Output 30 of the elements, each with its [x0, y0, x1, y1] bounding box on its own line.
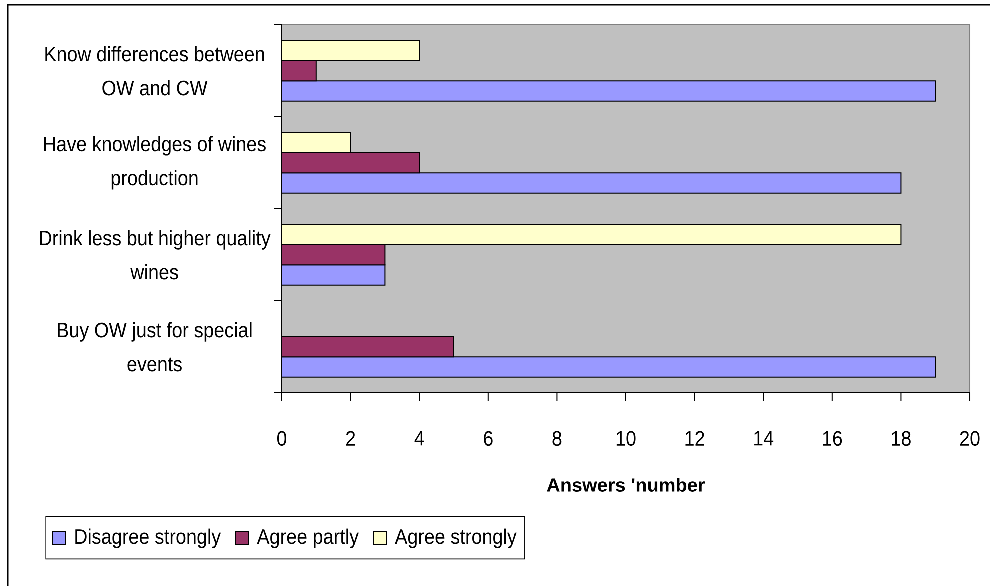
bar: [282, 336, 454, 358]
bar: [282, 356, 936, 378]
x-tick-label: 14: [754, 431, 774, 446]
x-tick-label: 16: [823, 431, 842, 446]
bar: [282, 60, 317, 82]
bar: [282, 132, 352, 154]
bar: [282, 264, 386, 286]
bar: [282, 224, 902, 246]
legend-label: Agree partly: [257, 528, 359, 548]
x-tick-label: 12: [686, 431, 704, 446]
x-tick-label: 2: [346, 431, 356, 446]
y-tick-label: Buy OW just for special events: [58, 322, 252, 372]
bar: [282, 152, 420, 174]
x-tick-label: 6: [484, 431, 493, 446]
x-tick-label: 18: [892, 431, 911, 446]
bar: [282, 80, 936, 102]
x-axis-title: Answers 'number: [547, 478, 706, 492]
bar: [282, 172, 902, 194]
y-tick-label: Know differences between OW and CW: [46, 46, 264, 96]
x-tick-label: 20: [960, 431, 980, 446]
legend-label: Agree strongly: [395, 528, 517, 548]
x-tick-label: 0: [277, 431, 287, 446]
x-tick-label: 8: [552, 431, 562, 446]
bar: [282, 244, 386, 266]
x-tick-label: 4: [414, 431, 424, 446]
legend-label: Disagree strongly: [76, 528, 222, 548]
y-tick-label: Have knowledges of wines production: [44, 136, 266, 190]
bar: [282, 40, 420, 62]
x-tick-label: 10: [616, 431, 636, 446]
y-tick-label: Drink less but higher quality wines: [40, 230, 271, 280]
